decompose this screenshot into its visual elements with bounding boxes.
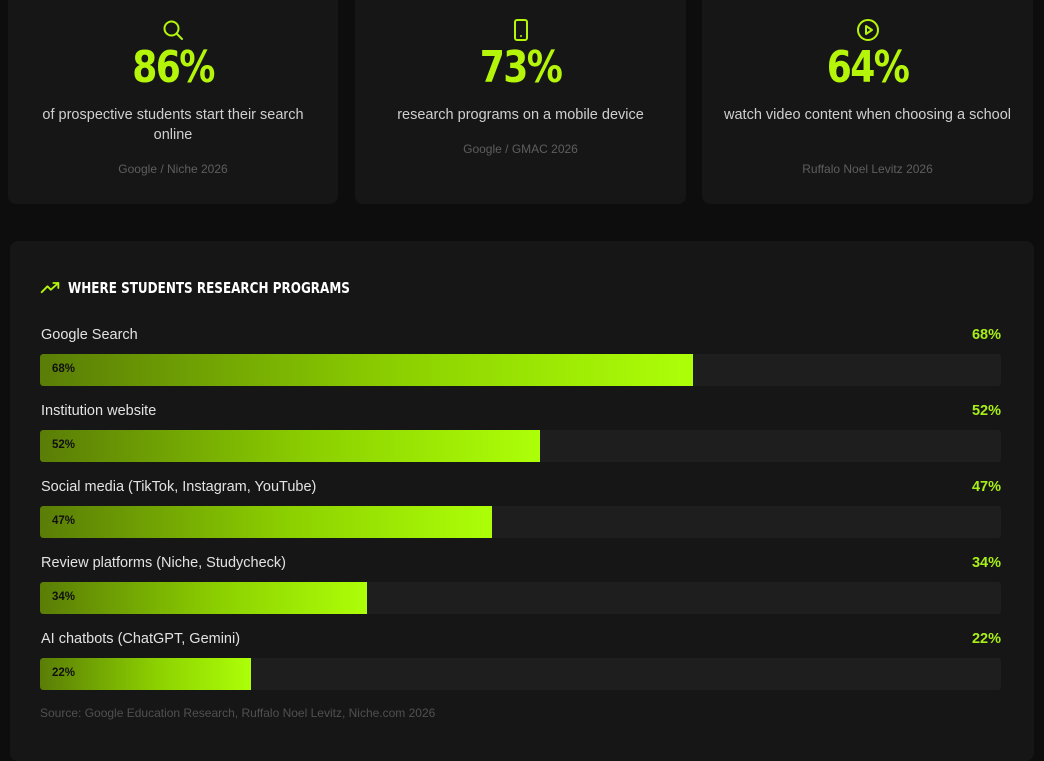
- bar-row: Review platforms (Niche, Studycheck) 34% 3…: [40, 555, 1001, 631]
- stat-source: Google / Niche 2026: [118, 162, 228, 176]
- stat-value: 73%: [479, 42, 563, 93]
- bar-value-label: 52%: [971, 403, 1001, 419]
- bar-category-label: Institution website: [41, 403, 157, 419]
- stat-card-video: 64% watch video content when choosing a …: [702, 0, 1033, 204]
- bar-category-label: Social media (TikTok, Instagram, YouTube…: [41, 479, 317, 495]
- bar-track: 34%: [40, 582, 1001, 614]
- bar-category-label: AI chatbots (ChatGPT, Gemini): [41, 631, 241, 647]
- mobile-device-icon: [513, 19, 528, 41]
- trending-up-icon: [40, 282, 60, 294]
- stat-source: Ruffalo Noel Levitz 2026: [802, 162, 933, 176]
- bar-fill-label: 47%: [52, 515, 76, 527]
- bar-row: AI chatbots (ChatGPT, Gemini) 22% 22%: [40, 631, 1001, 707]
- panel-title: WHERE STUDENTS RESEARCH PROGRAMS: [68, 279, 350, 297]
- bar-fill: 47%: [40, 506, 492, 538]
- bar-row: Institution website 52% 52%: [40, 403, 1001, 479]
- stat-card-search: 86% of prospective students start their …: [8, 0, 338, 204]
- bar-category-label: Review platforms (Niche, Studycheck): [41, 555, 286, 571]
- bar-fill: 22%: [40, 658, 252, 690]
- panel-header: WHERE STUDENTS RESEARCH PROGRAMS: [40, 278, 420, 298]
- bar-fill-label: 52%: [52, 439, 76, 451]
- bar-value-label: 22%: [971, 631, 1001, 647]
- bar-track: 22%: [40, 658, 1001, 690]
- stat-description: of prospective students start their sear…: [42, 107, 304, 143]
- bar-fill-label: 34%: [52, 591, 76, 603]
- stat-description: watch video content when choosing a scho…: [724, 107, 1011, 123]
- bar-category-label: Google Search: [41, 327, 138, 343]
- bar-fill: 68%: [40, 354, 694, 386]
- play-circle-icon: [856, 19, 879, 41]
- bar-fill-label: 22%: [52, 667, 76, 679]
- stat-value: 86%: [132, 42, 215, 93]
- bar-fill-label: 68%: [52, 363, 76, 375]
- bar-value-label: 68%: [971, 327, 1001, 343]
- bar-row: Social media (TikTok, Instagram, YouTube…: [40, 479, 1001, 555]
- panel-source: Source: Google Education Research, Ruffa…: [40, 706, 436, 720]
- stats-section: 86% of prospective students start their …: [8, 0, 1033, 204]
- research-panel: WHERE STUDENTS RESEARCH PROGRAMS Google …: [10, 241, 1034, 761]
- stat-source: Google / GMAC 2026: [463, 142, 578, 156]
- stat-description: research programs on a mobile device: [397, 107, 644, 123]
- stat-value: 64%: [826, 42, 910, 93]
- bar-track: 47%: [40, 506, 1001, 538]
- search-icon: [163, 20, 183, 40]
- bar-fill: 34%: [40, 582, 367, 614]
- bar-track: 52%: [40, 430, 1001, 462]
- bar-fill: 52%: [40, 430, 540, 462]
- bar-track: 68%: [40, 354, 1001, 386]
- bar-value-label: 34%: [971, 555, 1001, 571]
- stat-card-mobile: 73% research programs on a mobile device…: [355, 0, 686, 204]
- bar-chart: Google Search 68% 68% Institution website 52…: [40, 327, 1001, 707]
- bar-value-label: 47%: [971, 479, 1001, 495]
- bar-row: Google Search 68% 68%: [40, 327, 1001, 403]
